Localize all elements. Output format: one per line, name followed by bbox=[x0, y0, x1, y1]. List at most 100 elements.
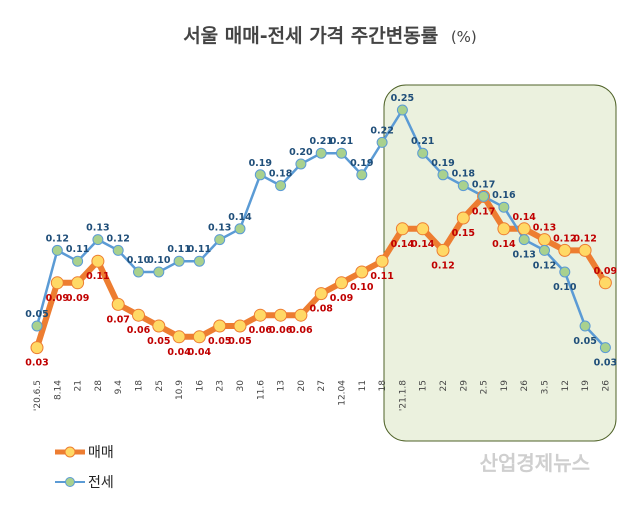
data-label-jeonse: 0.21 bbox=[309, 136, 332, 147]
legend-label-jeonse: 전세 bbox=[88, 475, 114, 491]
data-label-jeonse: 0.17 bbox=[472, 179, 495, 190]
data-point-jeonse bbox=[193, 255, 205, 267]
data-label-sale: 0.06 bbox=[249, 325, 273, 336]
data-label-jeonse: 0.10 bbox=[127, 255, 151, 266]
data-point-sale bbox=[517, 222, 531, 236]
data-label-sale: 0.06 bbox=[127, 325, 151, 336]
data-label-sale: 0.12 bbox=[573, 233, 596, 244]
x-tick-label: 23 bbox=[216, 380, 226, 391]
data-label-sale: 0.13 bbox=[533, 223, 556, 234]
data-label-jeonse: 0.11 bbox=[66, 244, 89, 255]
data-label-jeonse: 0.21 bbox=[330, 136, 353, 147]
data-label-jeonse: 0.05 bbox=[573, 336, 596, 347]
data-label-sale: 0.09 bbox=[46, 293, 69, 304]
x-tick-label: '21.1.8 bbox=[398, 380, 408, 411]
data-point-sale bbox=[355, 265, 369, 279]
watermark: 산업경제뉴스 bbox=[480, 451, 590, 475]
legend-swatch-sale-marker bbox=[64, 446, 76, 458]
x-tick-label: 28 bbox=[94, 380, 104, 392]
x-tick-label: 26 bbox=[601, 380, 611, 392]
data-label-jeonse: 0.14 bbox=[228, 212, 252, 223]
data-labels: 0.030.050.090.120.090.110.110.130.070.12… bbox=[25, 93, 617, 369]
chart-title: 서울 매매-전세 가격 주간변동률 (%) bbox=[183, 25, 477, 47]
data-label-sale: 0.14 bbox=[411, 239, 435, 250]
data-point-jeonse bbox=[539, 244, 550, 256]
data-point-jeonse bbox=[336, 147, 347, 159]
x-axis-ticks: '20.6.5 8.14 21 28 9.4 18 25 10.9 16 23 30 11.6 13 20… bbox=[33, 380, 611, 411]
data-label-jeonse: 0.12 bbox=[533, 260, 556, 271]
data-label-jeonse: 0.05 bbox=[25, 309, 48, 320]
data-label-sale: 0.14 bbox=[391, 239, 415, 250]
data-point-sale bbox=[314, 287, 328, 301]
data-point-sale bbox=[538, 233, 551, 247]
data-label-sale: 0.12 bbox=[431, 260, 454, 271]
data-label-sale: 0.15 bbox=[452, 228, 475, 239]
data-label-jeonse: 0.16 bbox=[492, 190, 516, 201]
x-tick-label: 19 bbox=[500, 380, 510, 392]
data-label-sale: 0.09 bbox=[330, 293, 353, 304]
x-tick-label: 30 bbox=[236, 380, 246, 392]
data-label-jeonse: 0.11 bbox=[167, 244, 190, 255]
data-point-jeonse bbox=[478, 190, 490, 202]
x-tick-label: 2.5 bbox=[480, 380, 490, 394]
x-tick-label: 11.6 bbox=[256, 380, 266, 400]
data-point-sale bbox=[436, 243, 450, 257]
data-point-jeonse bbox=[437, 169, 449, 181]
data-point-sale bbox=[335, 276, 348, 290]
data-label-sale: 0.12 bbox=[553, 233, 576, 244]
data-point-sale bbox=[294, 308, 308, 322]
x-tick-label: 29 bbox=[459, 380, 469, 392]
data-label-jeonse: 0.25 bbox=[391, 93, 414, 104]
data-point-jeonse bbox=[457, 180, 469, 192]
data-label-sale: 0.07 bbox=[106, 314, 129, 325]
legend-label-sale: 매매 bbox=[88, 445, 114, 461]
data-point-jeonse bbox=[559, 266, 571, 278]
data-point-sale bbox=[395, 222, 409, 236]
legend: 매매 전세 bbox=[55, 445, 114, 491]
data-label-sale: 0.05 bbox=[228, 336, 251, 347]
data-label-jeonse: 0.19 bbox=[249, 158, 272, 169]
data-label-sale: 0.11 bbox=[370, 271, 393, 282]
data-point-sale bbox=[497, 222, 511, 236]
data-point-jeonse bbox=[498, 201, 510, 213]
data-point-sale bbox=[456, 211, 470, 225]
data-point-jeonse bbox=[153, 266, 165, 278]
x-tick-label: 8.14 bbox=[53, 380, 63, 400]
x-tick-label: 22 bbox=[439, 380, 449, 391]
data-point-sale bbox=[375, 254, 389, 268]
data-point-jeonse bbox=[92, 234, 104, 246]
data-label-sale: 0.09 bbox=[594, 266, 617, 277]
data-point-sale bbox=[111, 297, 125, 311]
data-point-jeonse bbox=[133, 266, 144, 278]
data-label-jeonse: 0.12 bbox=[106, 233, 129, 244]
data-label-sale: 0.03 bbox=[25, 358, 48, 369]
data-label-jeonse: 0.03 bbox=[594, 358, 617, 369]
data-point-jeonse bbox=[417, 147, 429, 159]
chart-title-main: 서울 매매-전세 가격 주간변동률 bbox=[183, 25, 438, 47]
data-point-jeonse bbox=[295, 158, 307, 170]
data-point-jeonse bbox=[72, 255, 84, 267]
data-label-jeonse: 0.22 bbox=[370, 125, 393, 136]
data-point-sale bbox=[253, 308, 267, 322]
data-label-sale: 0.06 bbox=[269, 325, 293, 336]
data-point-sale bbox=[416, 222, 430, 236]
data-point-jeonse bbox=[214, 234, 226, 246]
data-point-sale bbox=[233, 319, 247, 333]
data-label-sale: 0.04 bbox=[188, 347, 212, 358]
x-tick-label: 12 bbox=[561, 380, 571, 391]
data-label-jeonse: 0.20 bbox=[289, 147, 313, 158]
data-label-jeonse: 0.12 bbox=[46, 233, 69, 244]
data-point-jeonse bbox=[51, 244, 63, 256]
data-label-jeonse: 0.13 bbox=[86, 223, 109, 234]
data-label-jeonse: 0.13 bbox=[512, 250, 535, 261]
data-point-sale bbox=[172, 330, 186, 344]
data-point-jeonse bbox=[579, 320, 591, 332]
data-point-jeonse bbox=[275, 180, 287, 192]
data-point-sale bbox=[558, 243, 572, 257]
data-point-jeonse bbox=[173, 255, 185, 267]
x-tick-label: 21 bbox=[74, 380, 84, 391]
data-point-jeonse bbox=[356, 169, 368, 181]
data-label-jeonse: 0.11 bbox=[188, 244, 211, 255]
data-label-jeonse: 0.21 bbox=[411, 136, 434, 147]
